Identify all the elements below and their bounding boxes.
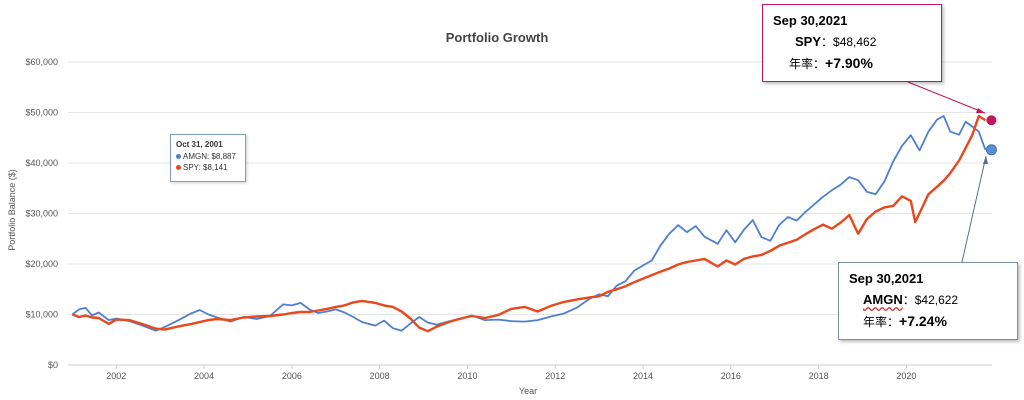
spy-leader-line [907, 81, 986, 114]
spy-callout-date: Sep 30,2021 [773, 13, 848, 28]
x-axis-title: Year [519, 386, 537, 396]
spy-callout-value-row: SPY：$48,462 [795, 33, 876, 51]
tooltip-date: Oct 31, 2001 [176, 140, 223, 149]
amgn-callout-rate-label: 年率： [863, 315, 900, 329]
tooltip-spy-dot [176, 165, 181, 170]
y-axis-title: Portfolio Balance ($) [7, 169, 17, 251]
amgn-callout: Sep 30,2021 AMGN：$42,622 年率：+7.24% [838, 262, 1018, 340]
amgn-callout-date: Sep 30,2021 [849, 271, 924, 286]
y-axis-ticks: $0 $10,000 $20,000 $30,000 $40,000 $50,000 $60… [25, 57, 58, 370]
spy-end-marker [986, 115, 997, 126]
tooltip-spy-label: SPY: $8,141 [183, 163, 228, 172]
chart-title: Portfolio Growth [446, 30, 549, 45]
y-tick-label: $10,000 [25, 310, 58, 320]
amgn-callout-rate-row: 年率：+7.24% [863, 313, 947, 331]
x-tick-label: 2012 [545, 371, 565, 381]
tooltip-amgn-label: AMGN: $8,887 [183, 152, 236, 161]
x-axis-ticks: 2002 2004 2006 2008 2010 2012 2014 2016 2018 2020 [106, 365, 916, 381]
spy-series-line [71, 114, 987, 333]
x-tick-label: 2018 [809, 371, 829, 381]
amgn-callout-value-row: AMGN：$42,622 [863, 291, 958, 309]
callout-leaders [907, 81, 988, 263]
spy-callout-rate-label: 年率： [789, 57, 826, 71]
spy-callout: Sep 30,2021 SPY：$48,462 年率：+7.90% [762, 4, 942, 82]
tooltip-amgn-dot [176, 154, 181, 159]
spy-callout-rate-row: 年率：+7.90% [789, 55, 873, 73]
amgn-leader-arrowhead [983, 156, 988, 164]
y-tick-label: $40,000 [25, 158, 58, 168]
x-tick-label: 2006 [282, 371, 302, 381]
x-tick-label: 2004 [194, 371, 214, 381]
spy-callout-ticker: SPY [795, 34, 822, 49]
y-tick-label: $20,000 [25, 259, 58, 269]
x-tick-label: 2016 [721, 371, 741, 381]
spy-callout-value: ：$48,462 [821, 35, 877, 49]
spy-callout-rate: +7.90% [825, 55, 873, 71]
y-tick-label: $50,000 [25, 108, 58, 118]
series-lines [71, 114, 987, 333]
y-tick-label: $30,000 [25, 209, 58, 219]
x-tick-label: 2002 [106, 371, 126, 381]
amgn-leader-line [961, 155, 987, 263]
x-tick-label: 2014 [633, 371, 653, 381]
amgn-callout-value: ：$42,622 [902, 293, 959, 307]
spy-leader-arrowhead [976, 108, 985, 113]
amgn-callout-ticker: AMGN [863, 292, 903, 307]
y-tick-label: $0 [48, 360, 58, 370]
hover-tooltip: Oct 31, 2001 AMGN: $8,887 SPY: $8,141 [170, 134, 246, 182]
x-tick-label: 2010 [457, 371, 477, 381]
y-tick-label: $60,000 [25, 57, 58, 67]
tooltip-row-amgn: AMGN: $8,887 [176, 151, 240, 162]
amgn-callout-rate: +7.24% [899, 313, 947, 329]
tooltip-row-spy: SPY: $8,141 [176, 162, 240, 173]
amgn-end-marker [985, 144, 997, 156]
x-tick-label: 2020 [896, 371, 916, 381]
x-tick-label: 2008 [370, 371, 390, 381]
